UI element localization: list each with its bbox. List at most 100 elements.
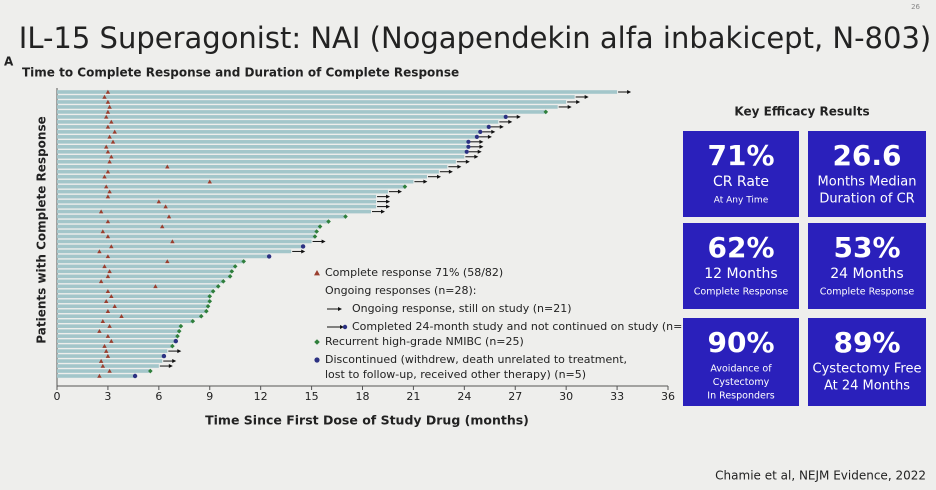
diamond-marker xyxy=(326,219,331,224)
bar xyxy=(57,140,470,144)
cr-marker xyxy=(109,154,114,159)
arrow-head xyxy=(499,124,504,129)
kpi-header: Key Efficacy Results xyxy=(734,105,869,119)
x-tick-label: 33 xyxy=(610,390,624,403)
diamond-marker xyxy=(198,313,204,319)
diamond-marker xyxy=(227,274,233,279)
cr-marker xyxy=(98,279,104,284)
bar xyxy=(57,369,151,373)
cr-marker xyxy=(105,333,111,338)
kpi-box xyxy=(683,223,799,309)
bar xyxy=(57,224,321,229)
bar xyxy=(57,100,567,104)
bar xyxy=(57,354,164,358)
circle-marker xyxy=(466,139,471,144)
bar xyxy=(57,199,377,204)
arrow-head xyxy=(423,179,428,184)
x-tick-label: 15 xyxy=(305,390,319,403)
cr-marker xyxy=(97,328,102,333)
bar xyxy=(57,219,329,224)
cr-marker xyxy=(165,164,170,169)
cr-marker xyxy=(105,254,111,259)
circle-marker xyxy=(464,149,469,154)
cr-marker xyxy=(102,174,107,179)
cr-marker xyxy=(163,204,168,209)
legend-label: Discontinued (withdrew, death unrelated … xyxy=(325,353,627,366)
cr-marker xyxy=(105,89,111,94)
bar xyxy=(57,164,448,169)
cr-marker xyxy=(107,104,112,109)
cr-marker xyxy=(102,343,107,348)
bar xyxy=(57,189,388,194)
x-tick-label: 21 xyxy=(406,390,420,403)
diamond-marker xyxy=(232,264,238,269)
cr-marker xyxy=(105,149,111,154)
arrow-head xyxy=(380,209,385,214)
diamond-marker xyxy=(210,288,216,294)
kpi-value: 71% xyxy=(707,139,774,172)
bar xyxy=(57,169,439,174)
cr-marker xyxy=(100,318,106,323)
cr-marker xyxy=(109,294,114,299)
arrow-head xyxy=(627,90,632,94)
bar xyxy=(57,324,181,328)
cr-marker xyxy=(109,338,114,343)
cr-marker xyxy=(107,323,112,328)
kpi-label: Months Median xyxy=(818,175,917,190)
bar xyxy=(57,339,176,343)
x-tick-label: 27 xyxy=(508,390,522,403)
diamond-marker xyxy=(402,184,408,189)
arrow-head xyxy=(340,325,344,329)
cr-marker xyxy=(105,309,111,313)
legend-label: lost to follow-up, received other therap… xyxy=(325,368,586,381)
bar xyxy=(57,154,465,159)
diamond-marker xyxy=(241,259,246,264)
diamond-marker xyxy=(175,333,180,339)
arrow-head xyxy=(168,364,173,369)
arrow-head xyxy=(386,194,391,199)
bar xyxy=(57,194,377,199)
legend-label: Ongoing response, still on study (n=21) xyxy=(352,302,571,315)
arrow-head xyxy=(516,114,521,119)
diamond-marker xyxy=(178,323,184,329)
legend-label: Completed 24-month study and not continu… xyxy=(352,320,694,333)
bar xyxy=(57,279,224,284)
cr-marker xyxy=(109,244,114,249)
diamond-marker xyxy=(221,279,226,284)
bar xyxy=(57,184,405,189)
arrow-head xyxy=(338,307,342,311)
x-tick-label: 24 xyxy=(457,390,471,403)
legend-label: Ongoing responses (n=28): xyxy=(325,284,477,297)
bar xyxy=(57,359,163,363)
bar xyxy=(57,234,315,239)
bar xyxy=(57,115,507,119)
x-tick-label: 36 xyxy=(661,390,675,403)
arrow-head xyxy=(479,139,484,144)
arrow-head xyxy=(477,149,482,154)
legend-marker xyxy=(314,270,320,276)
x-tick-label: 9 xyxy=(206,390,213,403)
diamond-marker xyxy=(207,293,213,299)
bar xyxy=(57,304,209,309)
legend-label: Recurrent high-grade NMIBC (n=25) xyxy=(325,335,524,348)
kpi-box xyxy=(683,131,799,217)
diamond-marker xyxy=(229,269,235,274)
cr-marker xyxy=(105,194,111,199)
bar xyxy=(57,264,236,269)
circle-marker xyxy=(342,324,348,330)
diamond-marker xyxy=(314,229,319,234)
cr-marker xyxy=(107,368,112,373)
arrow-head xyxy=(584,94,589,99)
cr-marker xyxy=(107,269,112,274)
arrow-head xyxy=(448,169,453,174)
kpi-label: At Any Time xyxy=(714,196,769,206)
arrow-head xyxy=(386,199,391,204)
slide-title: IL-15 Superagonist: NAI (Nogapendekin al… xyxy=(19,21,931,55)
circle-marker xyxy=(314,357,320,363)
cr-marker xyxy=(104,299,109,304)
circle-marker xyxy=(503,114,508,120)
kpi-label: Cystectomy xyxy=(713,377,770,388)
bar xyxy=(57,319,193,323)
bar xyxy=(57,299,210,304)
